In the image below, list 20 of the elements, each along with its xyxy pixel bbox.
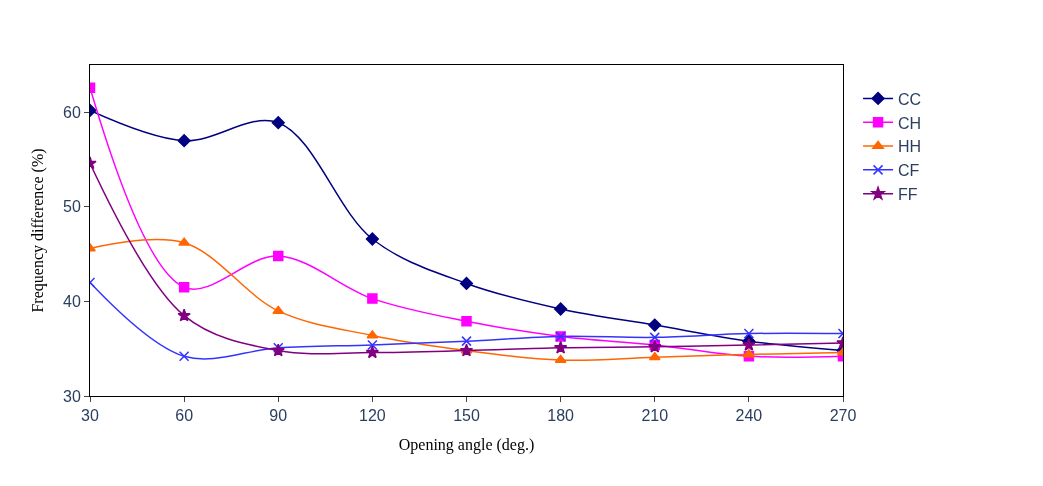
legend-label: FF (898, 185, 918, 203)
x-tick-label: 30 (81, 407, 99, 425)
x-tick-label: 270 (829, 407, 857, 425)
legend-label: CC (898, 90, 922, 108)
y-tick-label: 40 (63, 293, 81, 311)
y-tick-label: 60 (63, 103, 81, 121)
x-tick-label: 150 (453, 407, 480, 425)
x-tick-label: 180 (547, 407, 575, 425)
x-tick-label: 60 (175, 407, 194, 425)
x-tick-label: 210 (641, 407, 669, 425)
x-tick-label: 90 (269, 407, 288, 425)
legend-label: CH (898, 114, 922, 132)
y-tick-label: 30 (63, 387, 81, 405)
legend-label: CF (898, 162, 920, 180)
y-tick-label: 50 (63, 198, 81, 216)
x-tick-label: 240 (735, 407, 763, 425)
y-axis-title: Frequency difference (%) (28, 148, 47, 313)
legend-label: HH (898, 138, 922, 156)
x-axis-title: Opening angle (deg.) (398, 435, 535, 454)
x-tick-label: 120 (359, 407, 386, 425)
